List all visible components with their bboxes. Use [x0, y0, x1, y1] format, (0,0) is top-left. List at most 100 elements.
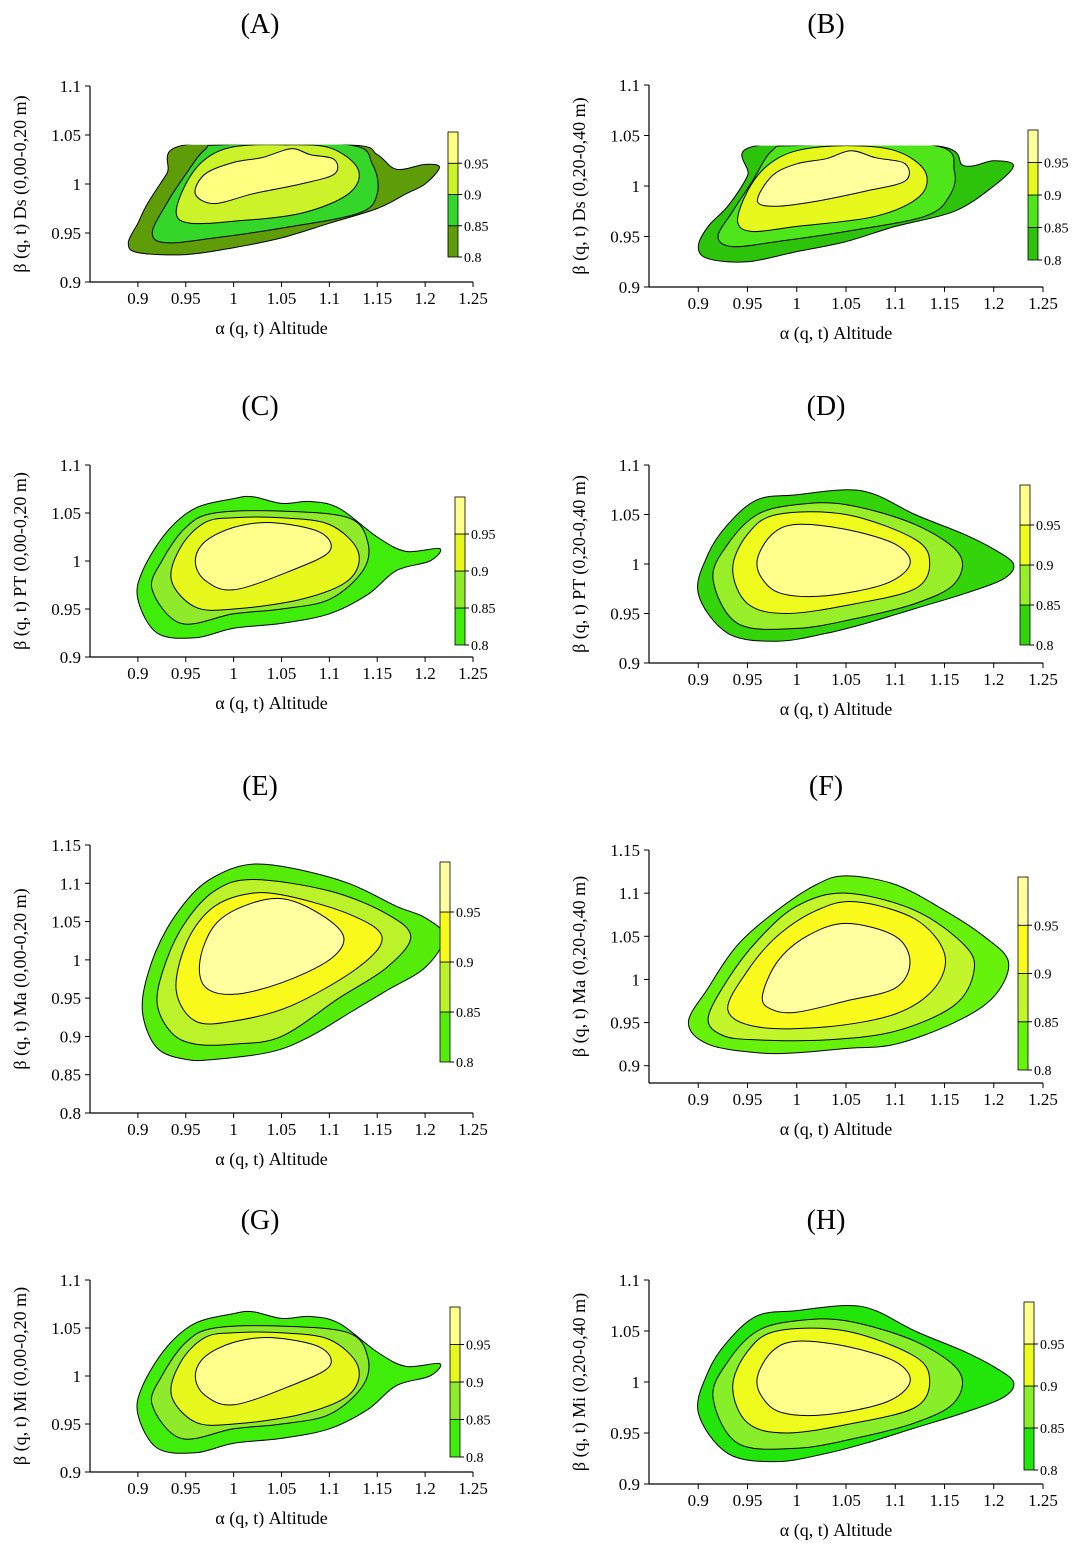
colorbar-swatch [1027, 129, 1039, 163]
y-tick-label: 1.1 [60, 77, 81, 96]
y-tick-label: 1.05 [610, 927, 640, 946]
x-tick-label: 1.2 [415, 1120, 436, 1139]
colorbar: 0.8 0.85 0.9 0.95 [1019, 484, 1061, 654]
y-tick-label: 1.05 [51, 126, 81, 145]
y-tick-label: 1.1 [60, 874, 81, 893]
x-tick-label: 1 [793, 1090, 802, 1109]
x-tick-label: 1.1 [319, 664, 340, 683]
y-tick-label: 0.9 [619, 278, 640, 297]
y-tick-label: 1.05 [610, 1322, 640, 1341]
x-tick-label: 1.05 [267, 289, 297, 308]
y-tick-label: 1.1 [619, 884, 640, 903]
x-tick-label: 1 [229, 1479, 238, 1498]
colorbar-tick-label: 0.95 [1044, 157, 1069, 172]
panel-c: (C) 0.9 0.95 1 1.05 1.1 0.9 0.95 1 1.05 1.1 1.15 1.2… [10, 391, 496, 714]
colorbar-tick-label: 0.9 [464, 189, 482, 204]
panel-label: (E) [242, 771, 278, 802]
colorbar: 0.8 0.85 0.9 0.95 [439, 861, 481, 1071]
colorbar-tick-label: 0.95 [1040, 1338, 1065, 1353]
y-tick-label: 1.1 [619, 456, 640, 475]
colorbar-swatch [449, 1306, 461, 1345]
x-tick-label: 0.9 [127, 664, 148, 683]
y-tick-label: 1 [632, 555, 641, 574]
x-axis-title: α (q, t) Altitude [215, 1508, 327, 1529]
x-tick-label: 0.9 [127, 1479, 148, 1498]
colorbar-tick-label: 0.9 [456, 956, 474, 971]
colorbar-swatch [1017, 924, 1029, 974]
panel-label: (B) [807, 9, 844, 40]
x-axis-title: α (q, t) Altitude [215, 1149, 327, 1170]
x-tick-label: 1.2 [415, 1479, 436, 1498]
colorbar-tick-label: 0.95 [1034, 919, 1059, 934]
x-tick-label: 1.2 [415, 664, 436, 683]
panel-label: (F) [809, 771, 843, 802]
x-tick-label: 1.1 [885, 670, 906, 689]
contour-plot [697, 489, 1015, 642]
contour-level-0.95 [198, 897, 345, 995]
colorbar-swatch [1023, 1343, 1035, 1387]
panel-label: (D) [807, 391, 846, 422]
colorbar-tick-label: 0.85 [471, 602, 496, 617]
x-tick-label: 1.1 [319, 1479, 340, 1498]
y-tick-label: 0.95 [51, 600, 81, 619]
x-tick-label: 1.1 [885, 294, 906, 313]
y-tick-label: 1.1 [60, 456, 81, 475]
y-tick-label: 1.1 [619, 1271, 640, 1290]
x-axis-title: α (q, t) Altitude [780, 699, 892, 720]
y-axis-title: β (q, t) Ds (0,00-0,20 m) [10, 95, 31, 272]
colorbar-swatch [439, 911, 451, 963]
colorbar-swatch [447, 225, 459, 258]
contour-level-0.95 [756, 150, 910, 207]
y-axis-title: β (q, t) PT (0,20-0,40 m) [569, 475, 590, 653]
x-tick-label: 1 [229, 664, 238, 683]
x-tick-label: 0.9 [688, 1491, 709, 1510]
colorbar: 0.8 0.85 0.9 0.95 [1027, 129, 1069, 269]
colorbar-swatch [439, 861, 451, 913]
panel-label: (G) [241, 1205, 280, 1236]
colorbar-swatch [454, 533, 466, 572]
contour-plot [136, 1310, 442, 1454]
y-tick-label: 1 [632, 1373, 641, 1392]
colorbar: 0.8 0.85 0.9 0.95 [1017, 876, 1059, 1079]
x-tick-label: 0.95 [171, 1120, 201, 1139]
x-tick-label: 1.15 [930, 294, 960, 313]
colorbar-swatch [449, 1344, 461, 1383]
x-tick-label: 1.15 [362, 664, 392, 683]
colorbar-tick-label: 0.8 [1034, 1064, 1052, 1079]
x-tick-label: 1.25 [1028, 670, 1058, 689]
y-tick-label: 1 [632, 177, 641, 196]
y-tick-label: 0.95 [610, 1424, 640, 1443]
panel-d: (D) 0.9 0.95 1 1.05 1.1 0.9 0.95 1 1.05 1.1 1.15 1.2… [569, 391, 1061, 720]
x-tick-label: 0.95 [733, 1491, 763, 1510]
x-tick-label: 1.1 [885, 1491, 906, 1510]
x-tick-label: 1.1 [885, 1090, 906, 1109]
x-tick-label: 0.9 [688, 1090, 709, 1109]
contour-level-0.95 [194, 521, 332, 591]
y-axis-title: β (q, t) Ds (0,20-0,40 m) [569, 97, 590, 274]
contour-level-0.95 [194, 1336, 332, 1406]
x-tick-label: 1.15 [362, 289, 392, 308]
x-tick-label: 1 [229, 1120, 238, 1139]
x-tick-label: 1.15 [930, 1090, 960, 1109]
colorbar-swatch [439, 1011, 451, 1063]
colorbar-tick-label: 0.85 [1044, 222, 1069, 237]
x-tick-label: 1 [793, 670, 802, 689]
y-tick-label: 1.15 [610, 841, 640, 860]
colorbar-swatch [1019, 564, 1031, 606]
colorbar-tick-label: 0.9 [466, 1376, 484, 1391]
y-tick-label: 0.9 [60, 1027, 81, 1046]
x-tick-label: 0.9 [688, 294, 709, 313]
contour-plot [697, 1304, 1015, 1463]
y-tick-label: 1 [73, 175, 82, 194]
contour-plot [127, 144, 441, 256]
colorbar-tick-label: 0.8 [456, 1056, 474, 1071]
y-tick-label: 0.8 [60, 1104, 81, 1123]
x-axis-title: α (q, t) Altitude [780, 1119, 892, 1140]
colorbar-tick-label: 0.95 [464, 157, 489, 172]
y-tick-label: 0.9 [619, 1057, 640, 1076]
colorbar-tick-label: 0.9 [1044, 189, 1062, 204]
x-tick-label: 0.95 [733, 1090, 763, 1109]
colorbar-tick-label: 0.95 [456, 906, 481, 921]
contour-level-0.95 [194, 148, 339, 205]
contour-plot [687, 875, 1010, 1055]
